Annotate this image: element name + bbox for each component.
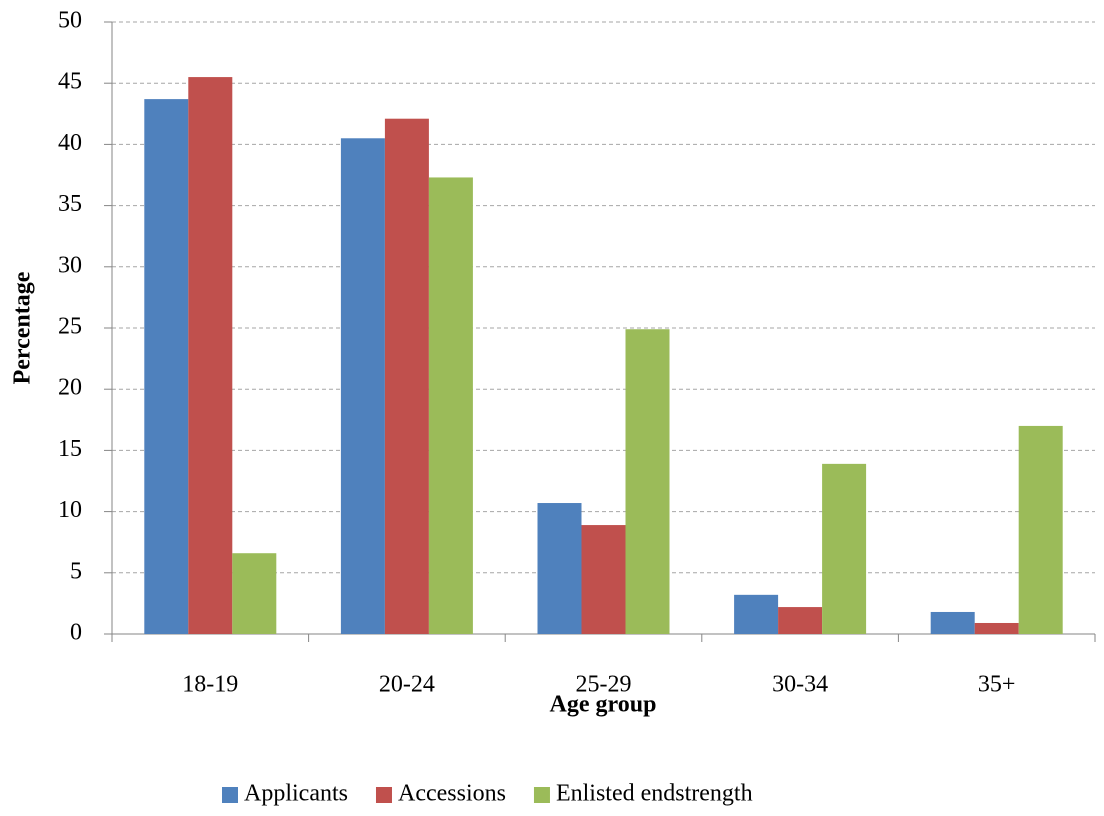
y-tick-label: 5 bbox=[70, 558, 82, 584]
legend-label: Applicants bbox=[244, 781, 348, 807]
x-tick-label: 18-19 bbox=[182, 672, 238, 698]
y-tick-label: 40 bbox=[58, 130, 82, 156]
legend-swatch bbox=[375, 787, 392, 803]
y-tick-label: 15 bbox=[58, 436, 82, 462]
bar bbox=[625, 329, 670, 634]
bar bbox=[974, 622, 1019, 634]
legend-label: Enlisted endstrength bbox=[556, 781, 753, 807]
y-tick-label: 50 bbox=[58, 8, 82, 34]
bar bbox=[930, 611, 975, 634]
bar bbox=[384, 118, 429, 635]
bar bbox=[232, 553, 277, 634]
legend-swatch bbox=[222, 787, 238, 803]
x-tick-label: 20-24 bbox=[379, 672, 435, 698]
y-tick-label: 45 bbox=[58, 69, 82, 95]
bar bbox=[778, 607, 823, 634]
y-tick-label: 30 bbox=[58, 252, 82, 278]
x-axis-title: Age group bbox=[550, 692, 657, 718]
bar bbox=[340, 138, 385, 634]
legend-label: Accessions bbox=[398, 781, 506, 807]
bar bbox=[1018, 425, 1063, 634]
x-tick-label: 25-29 bbox=[576, 672, 632, 698]
bar bbox=[428, 177, 473, 634]
y-tick-label: 25 bbox=[58, 314, 82, 340]
y-tick-label: 35 bbox=[58, 191, 82, 217]
bar bbox=[581, 525, 626, 634]
bar bbox=[537, 503, 582, 634]
x-tick-label: 35+ bbox=[978, 672, 1016, 698]
y-tick-label: 20 bbox=[58, 375, 82, 401]
legend-swatch bbox=[533, 787, 550, 803]
bar bbox=[822, 463, 867, 634]
y-tick-label: 10 bbox=[58, 497, 82, 523]
bar bbox=[144, 99, 189, 634]
bar bbox=[734, 594, 779, 634]
bar bbox=[188, 77, 233, 634]
y-tick-label: 0 bbox=[70, 620, 82, 646]
y-axis-title: Percentage bbox=[10, 271, 36, 384]
x-tick-label: 30-34 bbox=[772, 672, 828, 698]
